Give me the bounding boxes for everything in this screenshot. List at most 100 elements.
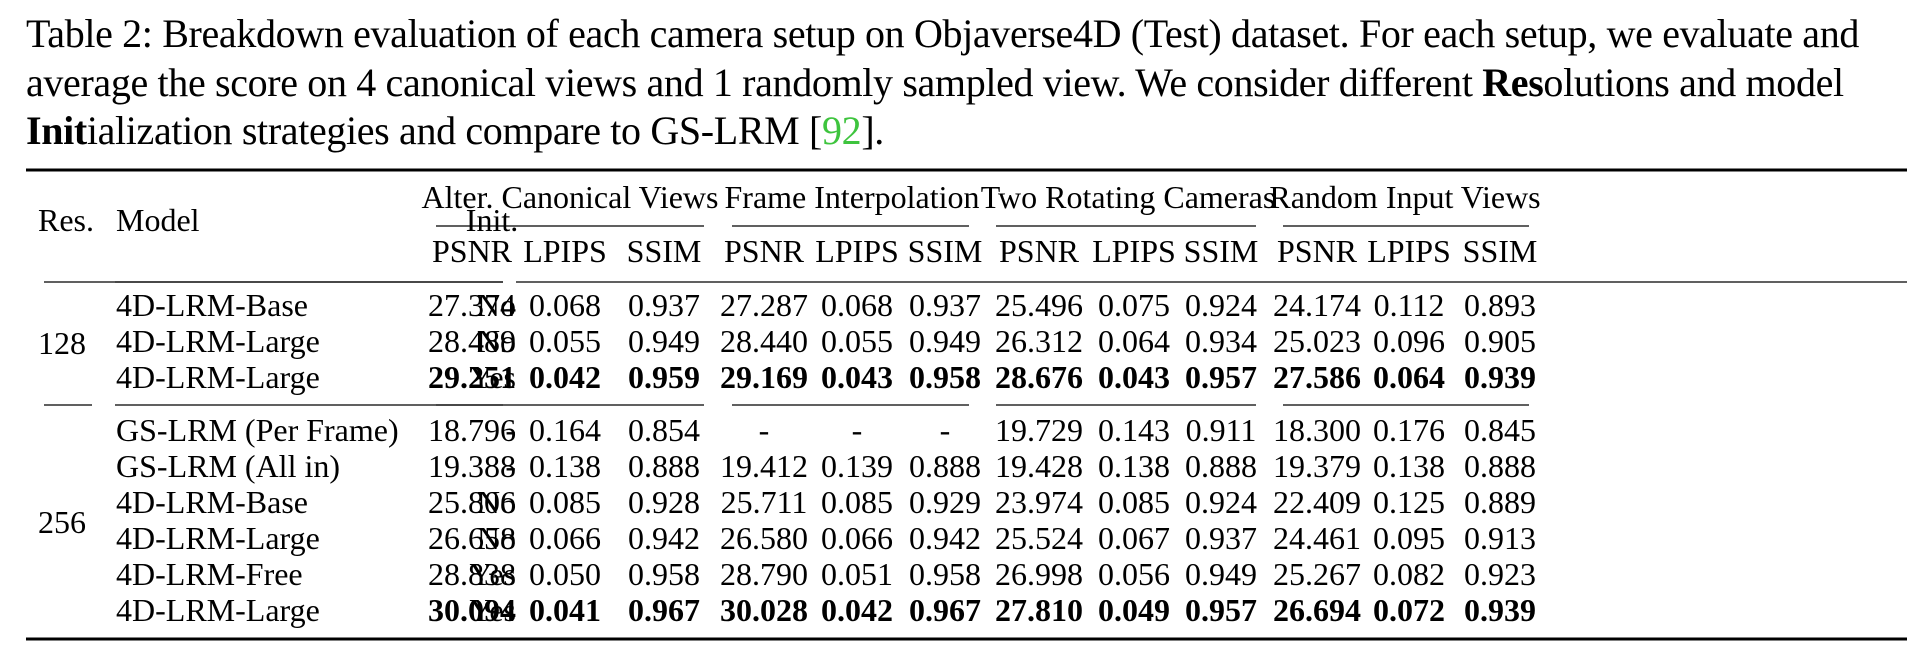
header-metric: LPIPS [1092,233,1176,269]
metric-value: 30.028 [720,592,808,628]
header-metric: LPIPS [523,233,607,269]
metric-value: 0.937 [1185,520,1257,556]
metric-value: 18.796 [428,412,516,448]
header-group: Random Input Views [1269,179,1540,215]
metric-value: 0.125 [1373,484,1445,520]
metric-value: 0.913 [1464,520,1536,556]
metric-value: 0.924 [1185,287,1257,323]
metric-value: 0.096 [1373,323,1445,359]
metric-value: 0.939 [1464,359,1536,395]
metric-value: 26.658 [428,520,516,556]
metric-value: 22.409 [1273,484,1361,520]
header-metric: PSNR [1277,233,1358,269]
init-value: - [505,412,516,448]
metric-value: 29.169 [720,359,808,395]
metric-value: 0.095 [1373,520,1445,556]
metric-value: 0.889 [1464,484,1536,520]
metric-value: 0.143 [1098,412,1170,448]
init-value: Yes [469,592,516,628]
metric-value: 27.810 [995,592,1083,628]
header-model: Model [116,202,200,238]
header-group: Frame Interpolation [724,179,979,215]
metric-value: 0.845 [1464,412,1536,448]
metric-value: 23.974 [995,484,1083,520]
model-name: 4D-LRM-Base [116,287,308,323]
caption-label: Table 2: [26,11,153,56]
metric-value: 0.967 [909,592,981,628]
caption-bold-res: Res [1482,59,1544,105]
metric-value: 27.287 [720,287,808,323]
metric-value: 0.957 [1185,592,1257,628]
metric-value: 0.041 [529,592,601,628]
model-name: 4D-LRM-Free [116,556,303,592]
header-metric: PSNR [724,233,805,269]
metric-value: 25.711 [721,484,808,520]
caption-bold-init: Init [26,108,87,153]
model-name: 4D-LRM-Large [116,359,320,395]
metric-value: 0.928 [628,484,700,520]
metric-value: 0.929 [909,484,981,520]
metric-value: 25.806 [428,484,516,520]
metric-value: 19.428 [995,448,1083,484]
metric-value: 0.959 [628,359,700,395]
metric-value: 30.094 [428,592,516,628]
metric-value: 0.893 [1464,287,1536,323]
citation-link[interactable]: 92 [822,108,862,153]
metric-value: 0.967 [628,592,700,628]
metric-value: 25.267 [1273,556,1361,592]
metric-value: 0.911 [1186,412,1257,448]
metric-value: 0.055 [821,323,893,359]
metric-value: 28.676 [995,359,1083,395]
metric-value: 0.958 [909,359,981,395]
metric-value: 0.064 [1373,359,1445,395]
header-metric: LPIPS [1367,233,1451,269]
table-rules [26,168,1907,641]
header-metric: SSIM [627,233,702,269]
metric-value: 0.957 [1185,359,1257,395]
init-value: No [477,520,516,556]
metric-value: 0.085 [821,484,893,520]
metric-value: 0.937 [628,287,700,323]
res-label: 128 [38,325,86,361]
metric-value: 0.042 [529,359,601,395]
caption-text: ialization strategies and compare to GS-… [86,108,823,153]
metric-value: 0.112 [1374,287,1445,323]
init-value: No [477,287,516,323]
table-caption: Table 2: Breakdown evaluation of each ca… [26,10,1906,156]
metric-value: 0.942 [909,520,981,556]
metric-value: 0.888 [1185,448,1257,484]
metric-value: 26.580 [720,520,808,556]
metric-value: 28.838 [428,556,516,592]
metric-value: 0.934 [1185,323,1257,359]
metric-value: 19.388 [428,448,516,484]
init-value: No [477,323,516,359]
caption-text: Breakdown evaluation of each camera setu… [26,11,1859,105]
metric-value: 0.050 [529,556,601,592]
model-name: 4D-LRM-Base [116,484,308,520]
metric-value: 29.251 [428,359,516,395]
metric-value: 0.939 [1464,592,1536,628]
metric-value: 0.049 [1098,592,1170,628]
metric-value: 0.055 [529,323,601,359]
metric-value: 0.138 [529,448,601,484]
metric-value: 0.923 [1464,556,1536,592]
metric-value: 0.066 [821,520,893,556]
caption-text: olutions and model [1543,59,1844,105]
metric-value: 0.085 [1098,484,1170,520]
metric-value: 28.489 [428,323,516,359]
metric-value: 27.586 [1273,359,1361,395]
caption-text: ]. [861,108,884,153]
metric-value: 0.942 [628,520,700,556]
metric-value: - [852,412,863,448]
metric-value: 0.056 [1098,556,1170,592]
metric-value: 0.068 [529,287,601,323]
metric-value: 0.888 [909,448,981,484]
header-metric: SSIM [1463,233,1538,269]
metric-value: 19.729 [995,412,1083,448]
header-metric: LPIPS [815,233,899,269]
metric-value: 0.888 [628,448,700,484]
metric-value: 24.461 [1273,520,1361,556]
metric-value: 28.790 [720,556,808,592]
metric-value: 0.924 [1185,484,1257,520]
header-metric: PSNR [432,233,513,269]
